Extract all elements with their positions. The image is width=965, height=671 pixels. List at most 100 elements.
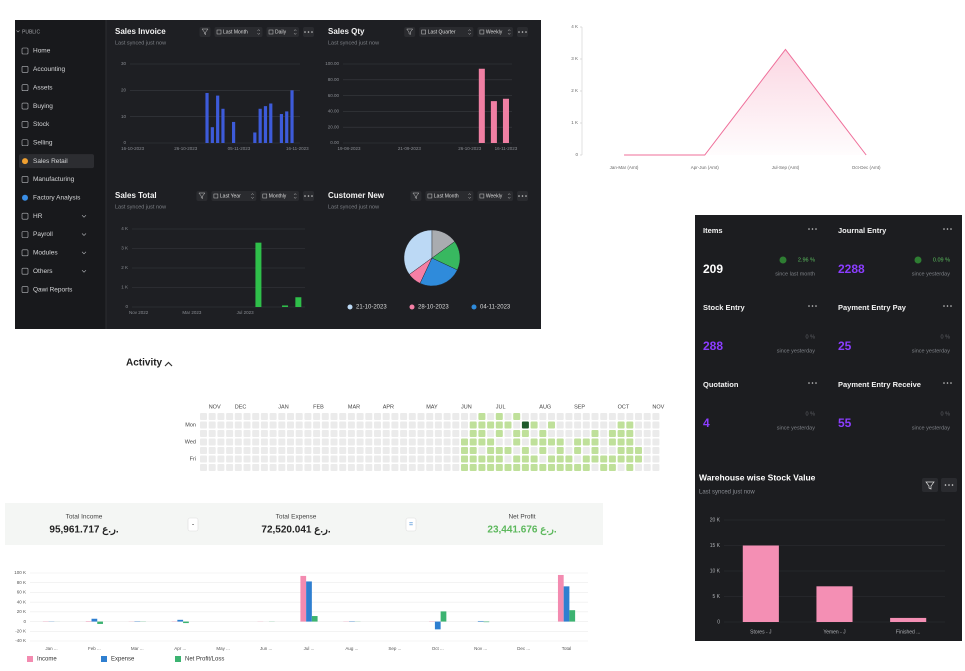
nav-item[interactable]: Qawi Reports [33, 286, 73, 293]
heat-cell [618, 447, 625, 454]
dot [815, 382, 817, 384]
heat-cell [270, 413, 277, 420]
month-label: MAY [426, 404, 438, 410]
card-note: since yesterday [777, 348, 815, 354]
heat-cell [478, 439, 485, 446]
card-value: 4 [703, 416, 710, 430]
heat-cell [496, 447, 503, 454]
dot [808, 382, 810, 384]
heat-cell [278, 422, 285, 429]
x-tick-label: May ... [216, 646, 230, 651]
filter-label[interactable]: Last Year [220, 193, 241, 199]
nav-item[interactable]: Payroll [33, 231, 53, 238]
filter-button[interactable] [200, 27, 211, 37]
month-label: OCT [618, 404, 630, 410]
heat-cell [522, 464, 529, 471]
heat-cell [418, 464, 425, 471]
nav-item[interactable]: Buying [33, 103, 53, 110]
heat-cell [635, 413, 642, 420]
heat-cell [470, 447, 477, 454]
dot [812, 382, 814, 384]
filter-button[interactable] [404, 27, 415, 37]
heat-cell [531, 430, 538, 437]
nav-item[interactable]: Modules [33, 250, 58, 257]
filter-label[interactable]: Daily [275, 29, 287, 35]
heat-cell [461, 439, 468, 446]
filter-label[interactable]: Monthly [269, 193, 287, 199]
heat-cell [261, 447, 268, 454]
nav-item[interactable]: Selling [33, 139, 53, 146]
heat-cell [635, 422, 642, 429]
bar [491, 101, 497, 143]
dot [522, 195, 524, 197]
nav-item[interactable]: Stock [33, 121, 50, 128]
filter-label[interactable]: Last Month [434, 193, 459, 199]
filter-button[interactable] [922, 478, 938, 492]
dot [950, 228, 952, 230]
heat-cell [270, 422, 277, 429]
collapse-icon[interactable] [165, 363, 172, 367]
filter-button[interactable] [196, 191, 207, 201]
filter-label[interactable]: Last Month [223, 29, 248, 35]
filter-label[interactable]: Last Quarter [428, 29, 456, 35]
x-tick-label: 05-11-2023 [228, 146, 251, 151]
heat-cell [209, 447, 216, 454]
card-title: Stock Entry [703, 303, 746, 312]
legend-label: 28-10-2023 [418, 305, 449, 311]
filter-label[interactable]: Weekly [486, 193, 503, 199]
heat-cell [313, 464, 320, 471]
heat-cell [452, 439, 459, 446]
heat-cell [374, 422, 381, 429]
bar [479, 69, 485, 143]
heat-cell [252, 439, 259, 446]
nav-item[interactable]: Factory Analysis [33, 195, 81, 202]
x-tick-label: Jan ... [45, 646, 57, 651]
heat-cell [209, 439, 216, 446]
nav-item[interactable]: Manufacturing [33, 176, 75, 183]
heat-cell [331, 439, 338, 446]
heat-cell [644, 439, 651, 446]
dot [943, 305, 945, 307]
heat-cell [644, 447, 651, 454]
heat-cell [400, 430, 407, 437]
bar [255, 243, 261, 307]
card-note: since yesterday [912, 271, 950, 277]
filter-label[interactable]: Weekly [486, 29, 503, 35]
heat-cell [426, 422, 433, 429]
heat-cell [609, 464, 616, 471]
heat-cell [391, 413, 398, 420]
month-label: JUN [461, 404, 472, 410]
heat-cell [244, 439, 251, 446]
heat-cell [539, 464, 546, 471]
heat-cell [426, 439, 433, 446]
nav-item[interactable]: Sales Retail [33, 158, 68, 165]
filter-button[interactable] [410, 191, 421, 201]
heat-cell [548, 439, 555, 446]
nav-item[interactable]: HR [33, 213, 43, 220]
heat-cell [565, 464, 572, 471]
nav-item[interactable]: Others [33, 268, 53, 275]
heat-cell [252, 464, 259, 471]
heat-cell [574, 464, 581, 471]
heat-cell [426, 464, 433, 471]
nav-item[interactable]: Accounting [33, 66, 66, 73]
y-tick-label: 4 K [121, 226, 128, 231]
y-tick-label: 0.00 [330, 140, 339, 145]
heat-cell [374, 447, 381, 454]
nav-item[interactable]: Home [33, 48, 51, 55]
month-label: SEP [574, 404, 585, 410]
heat-cell [339, 430, 346, 437]
heat-cell [644, 430, 651, 437]
y-tick-label: 0 [23, 619, 26, 624]
heat-cell [626, 456, 633, 463]
y-tick-label: 80 K [17, 580, 26, 585]
y-tick-label: 3 K [121, 246, 128, 251]
y-tick-label: -20 K [15, 628, 26, 633]
heat-cell [600, 456, 607, 463]
x-tick-label: Sep ... [388, 646, 401, 651]
heat-cell [400, 456, 407, 463]
nav-item[interactable]: Assets [33, 84, 53, 91]
heat-cell [278, 464, 285, 471]
heat-cell [574, 439, 581, 446]
chart-title: Sales Invoice [115, 27, 166, 36]
